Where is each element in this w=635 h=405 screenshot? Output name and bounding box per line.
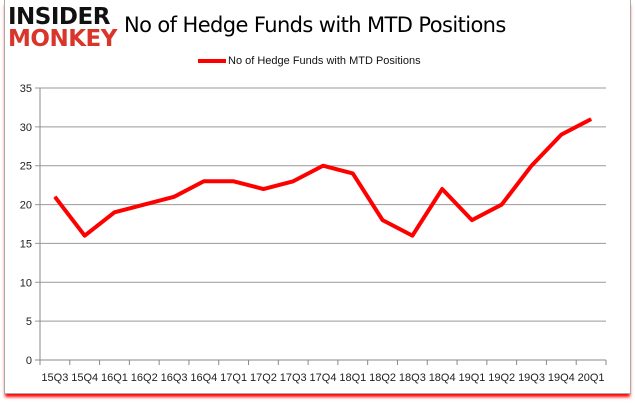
data-point	[233, 180, 235, 182]
data-point	[113, 211, 115, 213]
y-tick-label: 20	[20, 200, 32, 212]
y-tick-label: 30	[20, 122, 32, 134]
data-point	[84, 235, 86, 237]
data-point	[501, 204, 503, 206]
x-tick-label: 16Q2	[131, 372, 158, 384]
x-tick-label: 17Q2	[250, 372, 277, 384]
x-tick-label: 16Q3	[161, 372, 188, 384]
logo-line1: INSIDER	[8, 4, 110, 30]
x-tick-label: 15Q4	[71, 372, 98, 384]
x-tick-label: 18Q4	[429, 372, 456, 384]
data-point	[382, 219, 384, 221]
x-tick-label: 19Q4	[548, 372, 575, 384]
data-point	[352, 172, 354, 174]
data-point	[173, 196, 175, 198]
x-tick-label: 18Q3	[399, 372, 426, 384]
x-tick-label: 16Q1	[101, 372, 128, 384]
legend-label: No of Hedge Funds with MTD Positions	[228, 55, 421, 67]
y-tick-label: 10	[20, 277, 32, 289]
data-point	[560, 134, 562, 136]
chart-frame	[4, 0, 631, 394]
x-tick-label: 19Q2	[488, 372, 515, 384]
legend-swatch	[198, 59, 226, 63]
series-line	[53, 117, 593, 238]
data-point	[411, 235, 413, 237]
x-tick-label: 18Q2	[369, 372, 396, 384]
x-tick-label: 17Q3	[280, 372, 307, 384]
x-tick-label: 20Q1	[578, 372, 605, 384]
data-point	[471, 219, 473, 221]
x-tick-label: 18Q1	[339, 372, 366, 384]
data-point	[441, 188, 443, 190]
y-tick-label: 15	[20, 238, 32, 250]
x-tick-label: 17Q1	[220, 372, 247, 384]
logo-line2: MONKEY	[8, 26, 117, 52]
data-point	[292, 180, 294, 182]
x-tick-label: 19Q3	[518, 372, 545, 384]
y-tick-label: 25	[20, 161, 32, 173]
chart-title: No of Hedge Funds with MTD Positions	[124, 13, 506, 37]
legend: No of Hedge Funds with MTD Positions	[198, 55, 421, 67]
x-tick-label: 15Q3	[41, 372, 68, 384]
data-point	[322, 165, 324, 167]
data-point	[590, 118, 592, 120]
y-tick-label: 35	[20, 83, 32, 95]
insider-monkey-logo: INSIDER MONKEY	[8, 4, 117, 52]
data-point	[262, 188, 264, 190]
data-point	[54, 196, 56, 198]
data-point	[143, 204, 145, 206]
y-tick-label: 0	[26, 355, 32, 367]
data-point	[203, 180, 205, 182]
y-tick-label: 5	[26, 316, 32, 328]
x-tick-label: 16Q4	[190, 372, 217, 384]
x-tick-label: 17Q4	[310, 372, 337, 384]
data-point	[531, 165, 533, 167]
x-tick-label: 19Q1	[458, 372, 485, 384]
